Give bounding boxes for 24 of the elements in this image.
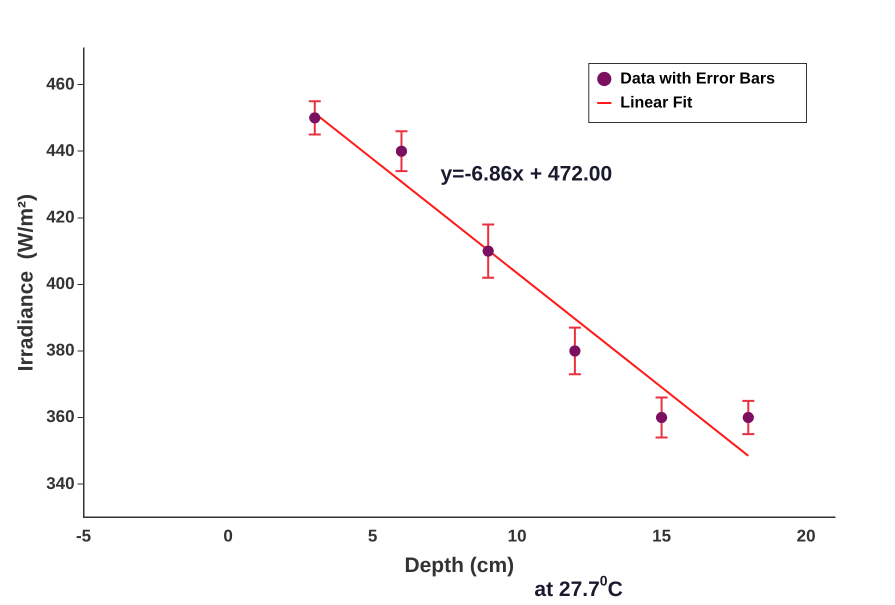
- annotation: y=-6.86x + 472.00: [440, 162, 612, 186]
- x-tick-label: 5: [368, 526, 378, 546]
- point: [569, 345, 580, 356]
- y-axis-title: Irradiance (W/m²): [14, 194, 38, 372]
- x-axis-title: Depth (cm): [404, 554, 514, 578]
- point: [309, 112, 320, 124]
- y-tick-label: 400: [46, 274, 75, 294]
- x-tick-label: 0: [223, 526, 233, 546]
- legend-label: Linear Fit: [620, 94, 693, 112]
- point: [396, 146, 407, 157]
- point: [656, 412, 668, 424]
- y-tick-label: 380: [46, 340, 75, 360]
- x-tick-label: 20: [796, 526, 816, 546]
- y-tick-label: 360: [46, 407, 75, 426]
- x-tick-label: 10: [508, 526, 527, 546]
- y-tick-label: 340: [46, 474, 75, 493]
- legend-label: Data with Error Bars: [620, 70, 776, 88]
- y-tick-label: 420: [46, 207, 75, 226]
- point: [742, 412, 754, 424]
- point: [482, 246, 494, 257]
- x-tick-label: 15: [652, 526, 672, 546]
- y-tick-label: 440: [46, 140, 75, 160]
- y-tick-label: 460: [46, 74, 75, 94]
- x-tick-label: -5: [76, 526, 92, 546]
